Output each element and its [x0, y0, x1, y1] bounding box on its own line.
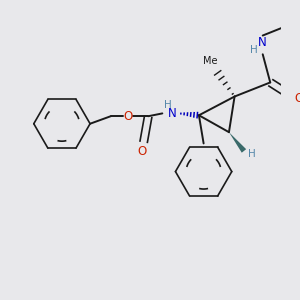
Text: Me: Me	[203, 56, 218, 66]
Text: H: H	[250, 45, 258, 55]
Text: N: N	[257, 36, 266, 49]
Text: H: H	[248, 149, 255, 159]
Text: H: H	[164, 100, 172, 110]
Text: N: N	[168, 107, 177, 120]
Polygon shape	[229, 132, 246, 153]
Text: O: O	[123, 110, 132, 123]
Text: O: O	[137, 146, 146, 158]
Text: O: O	[295, 92, 300, 105]
